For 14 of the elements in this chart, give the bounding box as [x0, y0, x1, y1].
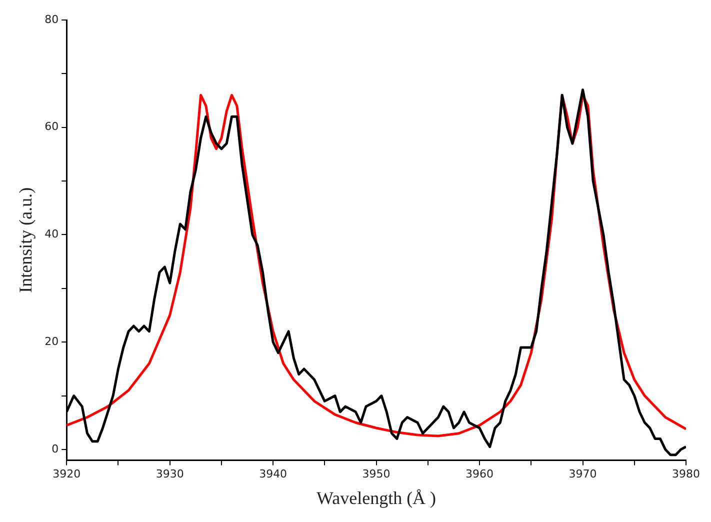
x-tick-label: 3920: [52, 468, 81, 481]
y-tick-label: 0: [52, 442, 59, 456]
x-tick-label: 3930: [156, 468, 184, 481]
x-tick-label: 3950: [362, 468, 390, 481]
y-tick-label: 80: [44, 12, 59, 26]
x-tick-label: 3940: [259, 468, 288, 481]
y-tick-label: 40: [44, 228, 59, 241]
x-tick-label: 3960: [466, 468, 494, 481]
x-tick-label: 3980: [672, 468, 700, 481]
y-tick-label: 60: [44, 120, 59, 134]
y-axis-title: Intensity (a.u.): [16, 187, 36, 293]
x-tick-label: 3970: [568, 468, 597, 481]
x-axis-title: Wavelength (Å ): [316, 488, 436, 508]
y-tick-label: 20: [44, 334, 59, 348]
